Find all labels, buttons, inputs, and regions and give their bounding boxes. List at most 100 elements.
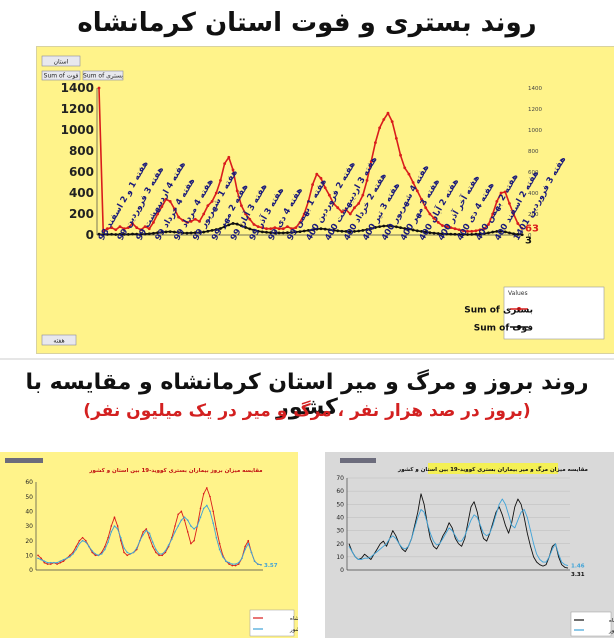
y-right-tick-label: 1000 bbox=[528, 128, 542, 134]
data-point-0 bbox=[361, 193, 365, 197]
data-point-1 bbox=[390, 224, 394, 228]
data-point-1 bbox=[378, 225, 382, 229]
data-point-1 bbox=[206, 229, 210, 233]
data-point-1 bbox=[382, 224, 386, 228]
data-point-1 bbox=[135, 232, 139, 236]
data-point-1 bbox=[424, 230, 428, 234]
data-point-1 bbox=[91, 550, 93, 552]
data-point-1 bbox=[183, 516, 186, 518]
data-point-1 bbox=[160, 230, 164, 234]
data-point-1 bbox=[129, 553, 132, 555]
right-axis-field-button-box[interactable] bbox=[82, 70, 124, 81]
data-point-0 bbox=[244, 212, 247, 216]
legend-box bbox=[570, 611, 612, 637]
data-point-0 bbox=[218, 542, 221, 545]
data-point-1 bbox=[348, 230, 352, 234]
data-point-1 bbox=[436, 232, 440, 235]
data-point-0 bbox=[81, 536, 84, 539]
province-filter-button-label: استان bbox=[54, 59, 69, 66]
data-point-1 bbox=[252, 228, 256, 232]
data-point-0 bbox=[378, 126, 382, 130]
data-point-0 bbox=[219, 179, 222, 182]
end-value-label: 63 bbox=[525, 223, 539, 234]
data-point-0 bbox=[336, 206, 340, 210]
data-point-0 bbox=[214, 191, 218, 195]
data-point-0 bbox=[286, 225, 289, 229]
left-axis-field-button-box[interactable] bbox=[41, 70, 81, 81]
data-point-1 bbox=[177, 525, 179, 527]
data-point-1 bbox=[142, 534, 144, 536]
data-point-0 bbox=[164, 197, 168, 201]
data-point-0 bbox=[158, 554, 160, 557]
series-line-1 bbox=[348, 498, 569, 567]
data-point-1 bbox=[152, 231, 155, 235]
y-right-tick-label: 1400 bbox=[528, 86, 542, 92]
data-point-1 bbox=[193, 528, 195, 530]
data-point-1 bbox=[520, 233, 524, 237]
data-point-1 bbox=[449, 232, 453, 236]
y-right-tick-label: 0 bbox=[528, 233, 532, 239]
data-point-1 bbox=[323, 227, 327, 231]
data-point-0 bbox=[298, 221, 302, 224]
data-point-0 bbox=[210, 200, 214, 203]
data-point-1 bbox=[253, 560, 256, 562]
data-point-0 bbox=[110, 226, 113, 230]
left-axis-field-button[interactable]: Sum of فوت bbox=[41, 70, 81, 81]
data-point-1 bbox=[315, 227, 319, 231]
data-point-0 bbox=[116, 525, 119, 527]
data-point-0 bbox=[155, 551, 157, 554]
data-point-0 bbox=[357, 202, 361, 205]
data-point-1 bbox=[223, 225, 227, 229]
data-point-0 bbox=[84, 539, 87, 542]
legend-entry-label: کل کشور bbox=[289, 626, 298, 633]
data-point-1 bbox=[198, 231, 201, 234]
data-point-0 bbox=[172, 207, 176, 211]
data-point-0 bbox=[174, 525, 176, 527]
province-filter-button-box[interactable] bbox=[41, 55, 81, 67]
data-point-1 bbox=[374, 226, 377, 229]
data-point-1 bbox=[344, 230, 348, 233]
data-point-0 bbox=[223, 162, 227, 165]
data-point-1 bbox=[100, 553, 103, 555]
y-tick-label: 60 bbox=[25, 479, 33, 486]
data-point-1 bbox=[53, 561, 55, 564]
data-point-1 bbox=[298, 230, 302, 234]
data-point-1 bbox=[199, 516, 202, 518]
data-point-0 bbox=[244, 545, 246, 548]
data-point-0 bbox=[248, 217, 252, 221]
data-point-1 bbox=[59, 560, 62, 562]
data-point-0 bbox=[186, 531, 189, 533]
data-point-0 bbox=[290, 227, 294, 231]
y-tick-label: 30 bbox=[25, 523, 33, 530]
week-field-button-box[interactable] bbox=[41, 334, 77, 346]
data-point-0 bbox=[453, 227, 457, 231]
data-point-1 bbox=[221, 556, 224, 558]
legend: کرمانشاه کل کشور bbox=[570, 611, 614, 637]
legend-swatch-marker bbox=[517, 325, 521, 329]
series-line-0 bbox=[37, 487, 262, 567]
data-point-1 bbox=[512, 232, 516, 236]
data-point-0 bbox=[104, 545, 106, 548]
province-filter-button[interactable]: استان bbox=[41, 55, 81, 67]
data-point-1 bbox=[411, 228, 415, 232]
data-point-0 bbox=[234, 564, 237, 567]
data-point-0 bbox=[209, 495, 211, 498]
data-point-1 bbox=[62, 558, 65, 561]
data-point-0 bbox=[487, 223, 490, 226]
data-point-1 bbox=[432, 231, 436, 235]
data-point-1 bbox=[273, 231, 277, 235]
data-point-0 bbox=[294, 226, 298, 230]
data-point-0 bbox=[56, 563, 58, 565]
data-point-0 bbox=[160, 205, 164, 209]
week-field-button[interactable]: هفته bbox=[41, 334, 77, 346]
data-point-1 bbox=[164, 550, 167, 552]
y-tick-label: 600 bbox=[69, 165, 94, 179]
data-point-0 bbox=[131, 222, 134, 225]
left-axis-field-button-label: Sum of فوت bbox=[44, 73, 79, 80]
data-point-1 bbox=[307, 228, 310, 232]
data-point-1 bbox=[290, 231, 294, 234]
right-axis-field-button[interactable]: Sum of بستری bbox=[82, 70, 124, 81]
data-point-0 bbox=[156, 212, 160, 216]
data-point-1 bbox=[228, 561, 230, 564]
data-point-0 bbox=[139, 228, 143, 232]
